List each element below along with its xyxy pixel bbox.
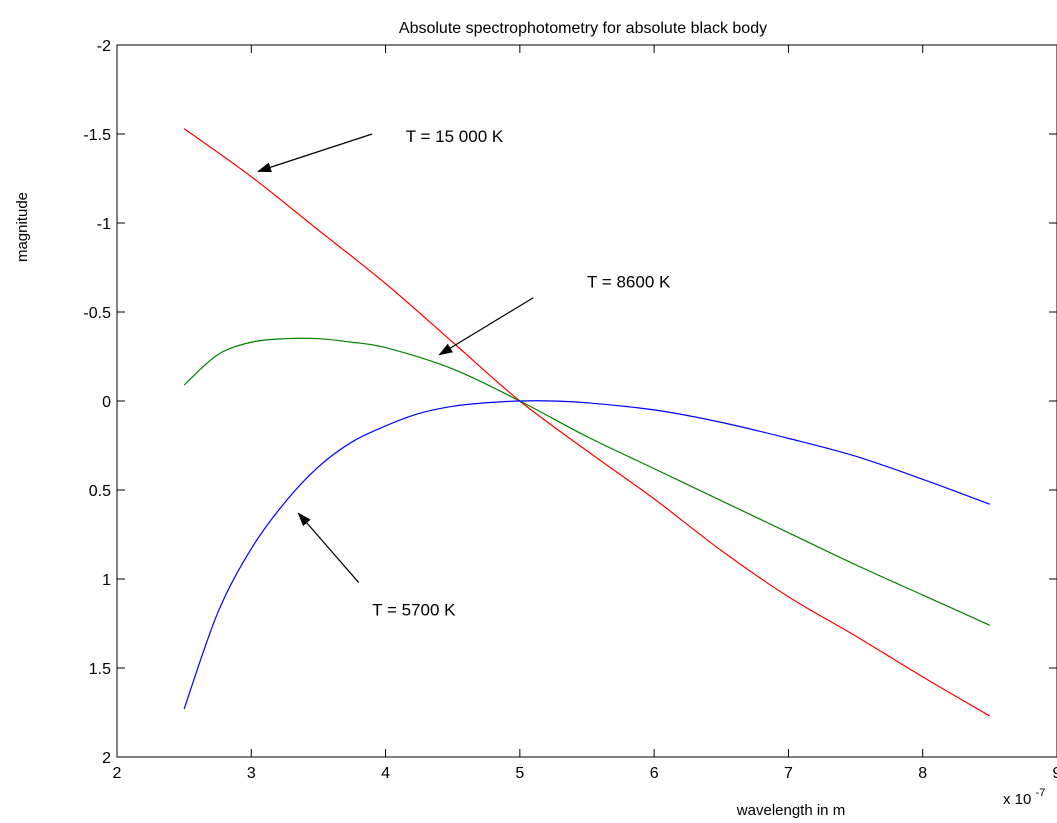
x-tick-label: 3 [247,765,256,782]
series-line-1 [183,128,991,717]
y-tick-label: -0.5 [83,305,111,322]
x-tick-label: 4 [381,765,390,782]
x-tick-label: 8 [918,765,927,782]
annotation-arrow-3 [297,512,360,583]
x-tick-label: 6 [650,765,659,782]
y-tick-label: 1 [102,572,111,589]
x-tick-label: 9 [1053,765,1057,782]
chart-title: Absolute spectrophotometry for absolute … [399,20,767,37]
series-line-2 [183,337,991,626]
series-layer [183,128,991,717]
y-tick-label: -1.5 [83,127,111,144]
x-axis-label: wavelength in m [736,802,845,819]
annotation-arrow-2 [438,297,534,356]
annotation-label-2: T = 8600 K [587,273,671,292]
y-tick-label: 1.5 [89,661,111,678]
annotation-layer: T = 15 000 K T = 8600 K T = 5700 K [257,127,671,619]
annotation-arrow-1 [257,133,373,173]
annotation-label-1: T = 15 000 K [406,127,504,146]
x-axis-multiplier: x 10 -7 [1003,787,1045,808]
y-tick-label: -1 [97,216,111,233]
x-axis-ticks: 2 3 4 5 6 7 8 9 [113,45,1057,782]
y-axis-label: magnitude [14,192,31,262]
y-tick-label: 0 [102,394,111,411]
x-axis-multiplier-exponent: -7 [1036,787,1046,799]
y-axis-ticks: -2 -1.5 -1 -0.5 0 0.5 1 1.5 2 [83,38,1057,767]
x-tick-label: 7 [784,765,793,782]
series-line-3 [183,400,991,710]
x-tick-label: 2 [113,765,122,782]
annotation-label-3: T = 5700 K [372,600,456,619]
y-tick-label: -2 [97,38,111,55]
y-tick-label: 2 [102,750,111,767]
y-tick-label: 0.5 [89,483,111,500]
x-axis-multiplier-base: x 10 [1003,791,1031,808]
x-tick-label: 5 [515,765,524,782]
